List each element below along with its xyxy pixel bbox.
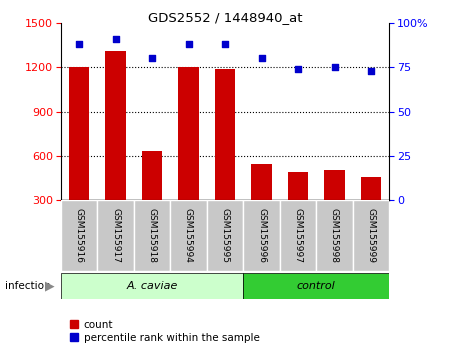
Bar [97, 200, 134, 271]
Point [112, 36, 119, 42]
Text: GSM155997: GSM155997 [293, 208, 302, 263]
Text: ▶: ▶ [45, 279, 54, 292]
Text: infection: infection [4, 281, 50, 291]
Text: GSM155916: GSM155916 [75, 208, 84, 263]
Bar [316, 200, 353, 271]
Bar [179, 67, 198, 200]
Bar [69, 67, 89, 200]
Text: GSM155998: GSM155998 [330, 208, 339, 263]
Text: GSM155994: GSM155994 [184, 208, 193, 263]
Point [294, 66, 302, 72]
Text: A. caviae: A. caviae [126, 281, 178, 291]
Bar [215, 69, 235, 200]
Bar [353, 200, 389, 271]
Point [331, 64, 338, 70]
Bar [361, 177, 381, 200]
Bar [61, 273, 243, 299]
Point [76, 41, 83, 47]
Text: GSM155917: GSM155917 [111, 208, 120, 263]
Bar [280, 200, 316, 271]
Point [221, 41, 229, 47]
Bar [243, 273, 389, 299]
Text: GDS2552 / 1448940_at: GDS2552 / 1448940_at [148, 11, 302, 24]
Legend: count, percentile rank within the sample: count, percentile rank within the sample [66, 315, 264, 347]
Text: GSM155995: GSM155995 [220, 208, 230, 263]
Text: GSM155999: GSM155999 [366, 208, 375, 263]
Point [185, 41, 192, 47]
Point [367, 68, 374, 74]
Bar [324, 170, 345, 200]
Text: GSM155918: GSM155918 [148, 208, 157, 263]
Bar [61, 200, 97, 271]
Bar [134, 200, 170, 271]
Bar [105, 51, 126, 200]
Bar [207, 200, 243, 271]
Text: GSM155996: GSM155996 [257, 208, 266, 263]
Bar [170, 200, 207, 271]
Bar [243, 200, 280, 271]
Point [258, 56, 265, 61]
Bar [252, 164, 271, 200]
Bar [142, 150, 162, 200]
Text: control: control [297, 281, 336, 291]
Point [148, 56, 156, 61]
Bar [288, 172, 308, 200]
